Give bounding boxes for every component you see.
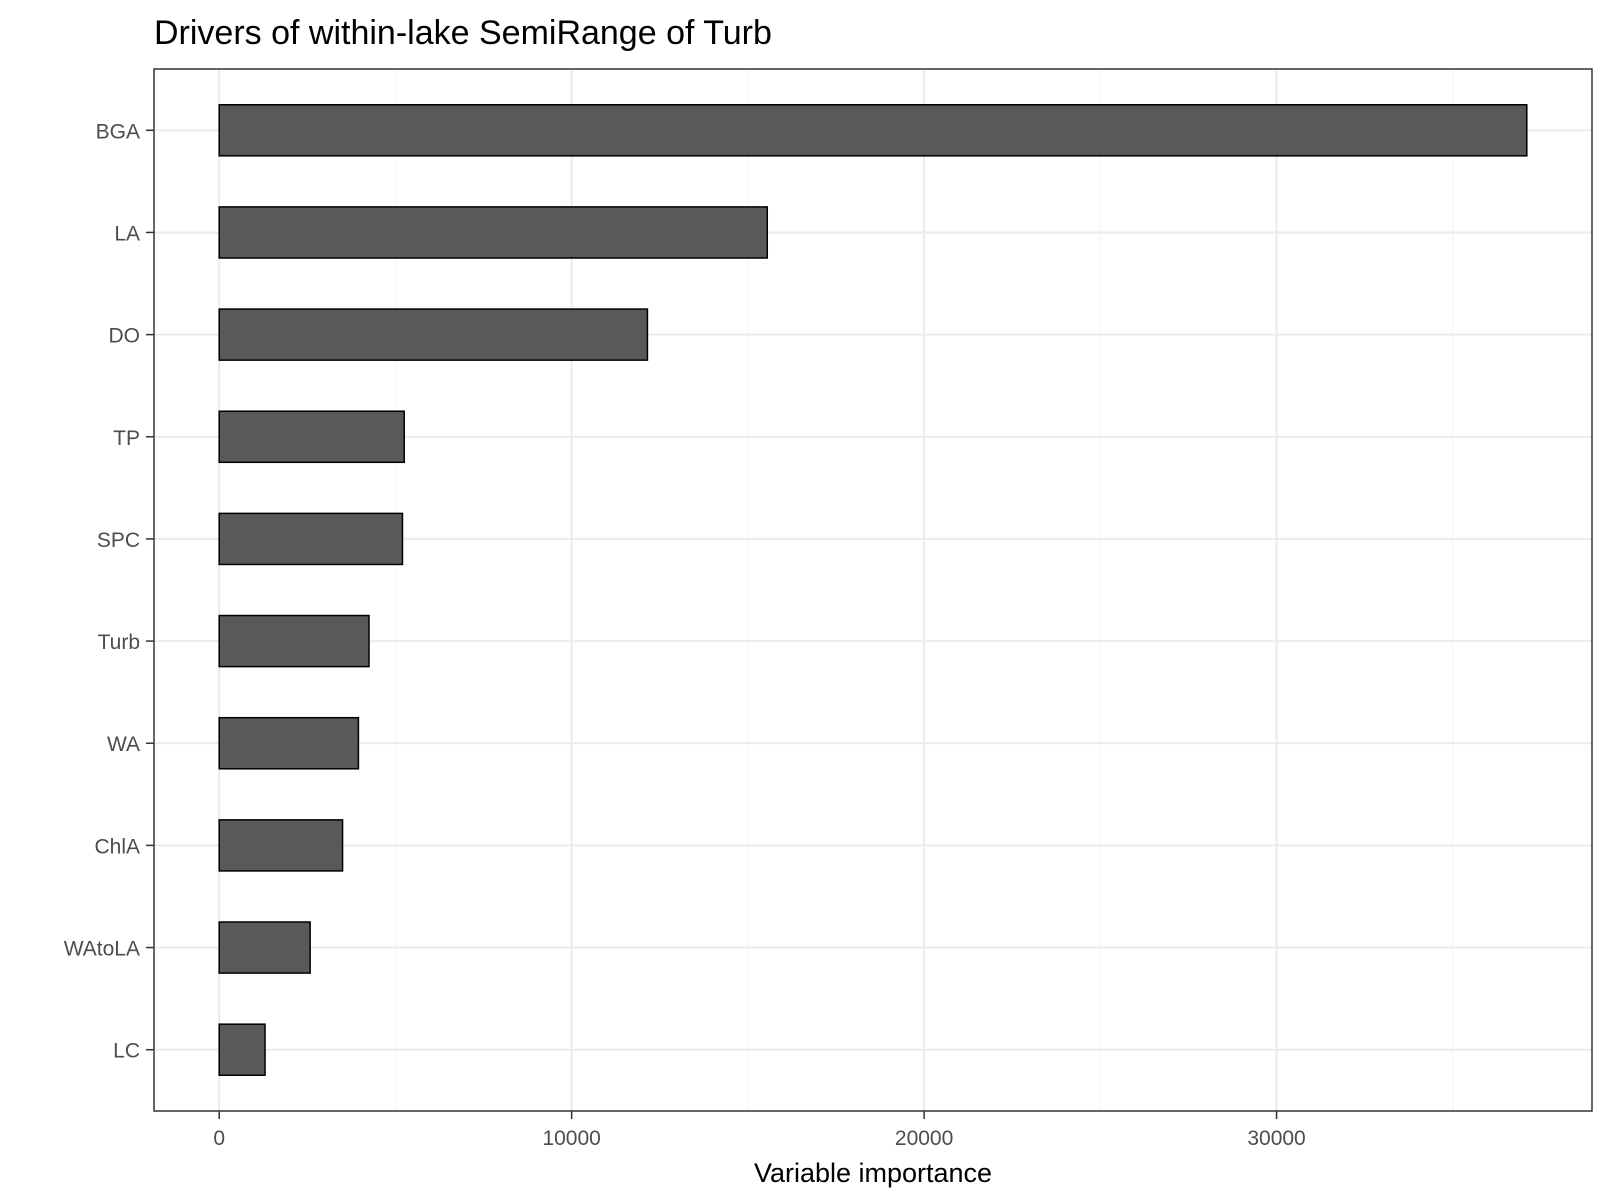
y-axis-labels: BGA LA DO TP SPC Turb WA ChlA WAtoLA LC — [64, 120, 140, 1062]
bar-watola — [218, 921, 311, 974]
bar-do — [218, 308, 649, 361]
panel-border — [153, 68, 1593, 1112]
y-tick-label-lc: LC — [113, 1040, 140, 1063]
x-tick-label: 20000 — [895, 1127, 953, 1150]
axis-ticks — [146, 129, 1278, 1119]
bar-lc — [218, 1023, 266, 1076]
bar-chla — [218, 819, 344, 872]
bar-tp — [218, 410, 405, 464]
y-tick-label-do: DO — [109, 325, 141, 348]
x-tick-label: 0 — [213, 1127, 225, 1150]
chart-title: Drivers of within-lake SemiRange of Turb — [154, 14, 772, 52]
bar-wa — [218, 716, 360, 770]
bar-la — [218, 206, 769, 259]
y-tick-label-chla: ChlA — [94, 835, 140, 858]
y-tick-label-spc: SPC — [97, 529, 140, 552]
x-tick-label: 10000 — [542, 1127, 600, 1150]
y-tick-label-tp: TP — [113, 427, 140, 450]
x-axis-labels: 0 10000 20000 30000 — [213, 1127, 1305, 1150]
bar-turb — [218, 614, 370, 668]
y-tick-label-turb: Turb — [98, 631, 140, 654]
y-tick-label-bga: BGA — [96, 120, 140, 143]
bars — [218, 104, 1528, 1076]
bar-bga — [218, 104, 1528, 157]
x-tick-label: 30000 — [1247, 1127, 1305, 1150]
x-axis-title: Variable importance — [754, 1158, 992, 1188]
y-tick-label-watola: WAtoLA — [64, 938, 140, 961]
bar-spc — [218, 512, 404, 566]
y-tick-label-wa: WA — [107, 733, 140, 756]
y-tick-label-la: LA — [114, 222, 140, 245]
